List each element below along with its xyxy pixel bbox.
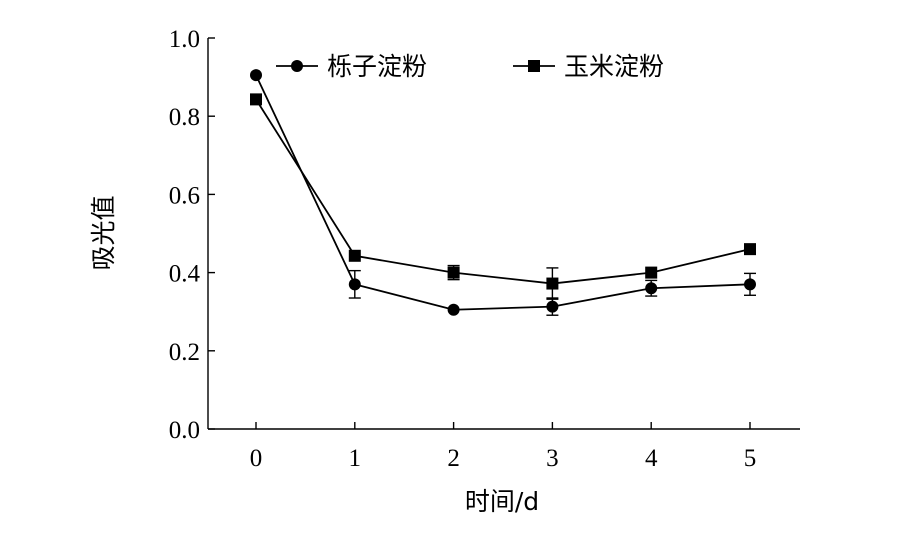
data-point-circle: [744, 278, 756, 291]
legend-item-series-1: 栎子淀粉: [276, 52, 427, 81]
y-tick-label: 0.4: [169, 261, 201, 288]
y-tick-label: 0.8: [169, 104, 200, 131]
data-point-square: [645, 266, 658, 279]
series-line-1: [255, 74, 751, 311]
data-point-circle: [250, 69, 262, 82]
data-point-circle: [645, 282, 658, 295]
legend-label-series-2: 玉米淀粉: [564, 52, 664, 81]
x-tick-label: 2: [447, 445, 460, 472]
axes: [207, 38, 800, 430]
x-ticks: 0 1 2 3 4 5: [250, 422, 757, 472]
x-tick-label: 0: [250, 445, 263, 472]
legend: 栎子淀粉 玉米淀粉: [276, 52, 664, 81]
series-layer: [250, 69, 756, 316]
x-tick-label: 5: [744, 445, 757, 472]
y-tick-label: 1.0: [169, 26, 200, 53]
series-line-2: [255, 98, 751, 285]
x-tick-label: 1: [349, 445, 362, 472]
y-tick-label: 0.6: [169, 182, 200, 209]
data-point-square: [744, 243, 756, 256]
legend-label-series-1: 栎子淀粉: [327, 52, 427, 81]
y-tick-label: 0.0: [169, 417, 200, 444]
legend-marker-square: [528, 60, 540, 72]
x-axis-title: 时间/d: [465, 487, 539, 516]
x-tick-label: 3: [546, 445, 559, 472]
series-2: [250, 93, 756, 300]
y-axis-title: 吸光值: [89, 195, 118, 270]
legend-marker-circle: [291, 60, 303, 72]
data-point-square: [447, 266, 460, 279]
series-1: [250, 69, 756, 316]
y-ticks: 0.0 0.2 0.4 0.6 0.8 1.0: [169, 26, 215, 444]
data-point-square: [546, 277, 559, 290]
data-point-square: [348, 249, 361, 262]
x-tick-label: 4: [645, 445, 658, 472]
data-point-circle: [447, 303, 460, 316]
data-point-circle: [348, 278, 361, 291]
data-point-square: [250, 93, 262, 106]
data-point-circle: [546, 300, 559, 313]
legend-item-series-2: 玉米淀粉: [513, 52, 664, 81]
y-tick-label: 0.2: [169, 339, 200, 366]
